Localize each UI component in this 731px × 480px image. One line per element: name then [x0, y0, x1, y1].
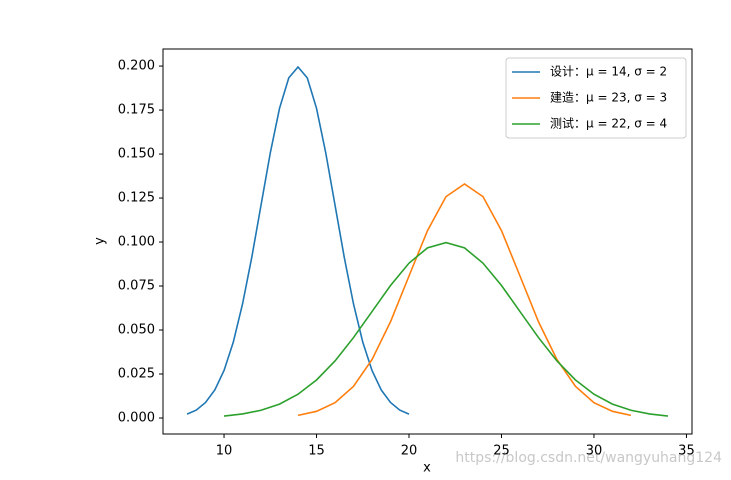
- x-tick-label: 25: [493, 444, 510, 459]
- y-tick-label: 0.100: [118, 235, 155, 250]
- y-tick-label: 0.025: [118, 366, 155, 381]
- y-tick-label: 0.200: [118, 59, 155, 74]
- x-tick-label: 20: [401, 444, 418, 459]
- x-tick-label: 10: [216, 444, 233, 459]
- plot-frame: [162, 48, 693, 435]
- y-tick-label: 0.000: [118, 410, 155, 425]
- y-tick-label: 0.175: [118, 103, 155, 118]
- legend-label: 设计：μ = 14, σ = 2: [550, 65, 667, 79]
- line: [186, 65, 410, 415]
- x-tick-label: 15: [308, 444, 325, 459]
- legend-label: 建造：μ = 23, σ = 3: [550, 91, 667, 105]
- x-axis-label: x: [423, 461, 431, 476]
- legend-label: 测试：μ = 22, σ = 4: [550, 116, 667, 131]
- y-tick-label: 0.125: [118, 191, 155, 206]
- legend-box: [505, 57, 687, 139]
- y-tick-label: 0.150: [118, 147, 155, 162]
- line: [223, 241, 669, 417]
- y-axis-label: y: [93, 237, 108, 245]
- watermark: https://blog.csdn.net/wangyuhang124: [455, 450, 722, 466]
- x-tick-label: 35: [678, 444, 695, 459]
- y-tick-label: 0.050: [118, 323, 155, 338]
- y-tick-label: 0.075: [118, 279, 155, 294]
- line: [297, 182, 632, 417]
- x-tick-label: 30: [586, 444, 603, 459]
